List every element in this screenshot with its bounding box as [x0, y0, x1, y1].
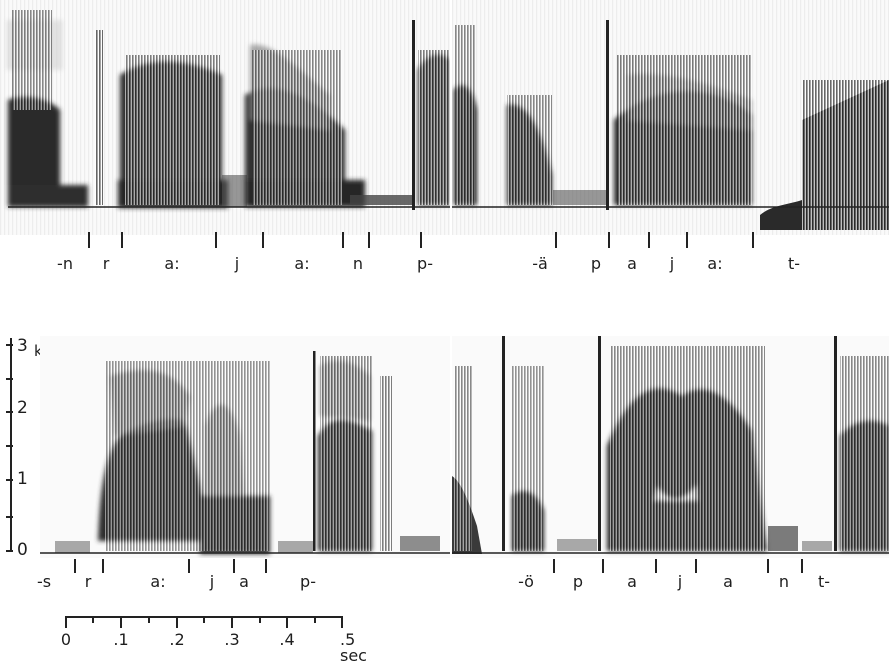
scale-minor-tick	[259, 616, 261, 623]
boundary-tick	[555, 232, 557, 248]
axis-tick	[6, 516, 13, 518]
scale-minor-tick	[203, 616, 205, 623]
spectrogram-image-top-left	[0, 0, 450, 235]
axis-tick	[6, 411, 13, 413]
scale-major-tick	[120, 616, 122, 628]
scale-major-tick	[341, 616, 343, 628]
boundary-tick	[342, 232, 344, 248]
axis-tick	[6, 550, 13, 552]
boundary-tick	[102, 559, 104, 573]
axis-tick	[6, 445, 13, 447]
spectrogram-top-left: -n r a: j a: n p-	[0, 0, 450, 280]
axis-tick	[6, 378, 13, 380]
segment-label: a	[723, 572, 733, 591]
freq-label-0: 0	[17, 540, 28, 560]
segment-label: -n	[57, 254, 73, 273]
boundary-tick	[233, 559, 235, 573]
segment-label: n	[778, 572, 790, 591]
segment-label: p	[590, 254, 602, 273]
axis-tick	[6, 344, 13, 346]
segment-label: a:	[150, 572, 166, 591]
segment-label: n	[352, 254, 364, 273]
spectrogram-image-bottom-right	[452, 336, 889, 558]
segment-label: -ä	[532, 254, 548, 273]
spectrogram-image-bottom-left	[40, 336, 450, 558]
segment-label: t-	[817, 572, 831, 591]
scale-minor-tick	[148, 616, 150, 623]
spectrogram-bottom-left: -s r a: j a p-	[36, 336, 450, 596]
time-label: .1	[113, 630, 129, 649]
segment-label: a	[627, 254, 637, 273]
segment-label: j	[677, 572, 683, 591]
boundary-tick	[553, 559, 555, 573]
boundary-tick	[686, 232, 688, 248]
boundary-tick	[74, 559, 76, 573]
segment-label: r	[102, 254, 110, 273]
boundary-tick	[88, 232, 90, 248]
boundary-tick	[121, 232, 123, 248]
boundary-tick	[655, 559, 657, 573]
segment-label: r	[84, 572, 92, 591]
boundary-tick	[608, 232, 610, 248]
scale-minor-tick	[314, 616, 316, 623]
segment-label: j	[234, 254, 240, 273]
segment-label: p	[572, 572, 584, 591]
boundary-tick	[695, 559, 697, 573]
boundary-tick	[648, 232, 650, 248]
scale-major-tick	[65, 616, 67, 628]
segment-label: a:	[164, 254, 180, 273]
spectrogram-bottom-right: -ö p a j a n t-	[452, 336, 889, 596]
freq-label-3: 3	[17, 336, 28, 356]
spectrogram-top-right: -ä p a j a: t-	[452, 0, 889, 280]
boundary-tick	[752, 232, 754, 248]
segment-label: -ö	[518, 572, 534, 591]
time-label: .5 sec	[340, 630, 367, 665]
freq-label-1: 1	[17, 469, 28, 489]
boundary-tick	[188, 559, 190, 573]
boundary-tick	[420, 232, 422, 248]
boundary-tick	[265, 559, 267, 573]
time-label: .3	[224, 630, 240, 649]
segment-label: a:	[294, 254, 310, 273]
segment-label: a:	[707, 254, 723, 273]
boundary-tick	[215, 232, 217, 248]
segment-label: j	[209, 572, 215, 591]
segment-label: -s	[36, 572, 52, 591]
segment-label: j	[669, 254, 675, 273]
boundary-tick	[767, 559, 769, 573]
segment-label: a	[239, 572, 249, 591]
time-label: .2	[169, 630, 185, 649]
boundary-tick	[262, 232, 264, 248]
segment-label: p-	[300, 572, 316, 591]
scale-major-tick	[176, 616, 178, 628]
time-label: .4	[279, 630, 295, 649]
segment-label: p-	[417, 254, 433, 273]
boundary-tick	[801, 559, 803, 573]
segment-label: a	[627, 572, 637, 591]
freq-label-2: 2	[17, 398, 28, 418]
time-scale-bar: 0 .1 .2 .3 .4 .5 sec	[55, 610, 385, 664]
boundary-tick	[602, 559, 604, 573]
spectrogram-image-top-right	[452, 0, 889, 235]
boundary-tick	[368, 232, 370, 248]
axis-tick	[6, 479, 13, 481]
scale-minor-tick	[92, 616, 94, 623]
scale-major-tick	[231, 616, 233, 628]
scale-major-tick	[286, 616, 288, 628]
time-label: 0	[60, 630, 72, 649]
segment-label: t-	[787, 254, 801, 273]
